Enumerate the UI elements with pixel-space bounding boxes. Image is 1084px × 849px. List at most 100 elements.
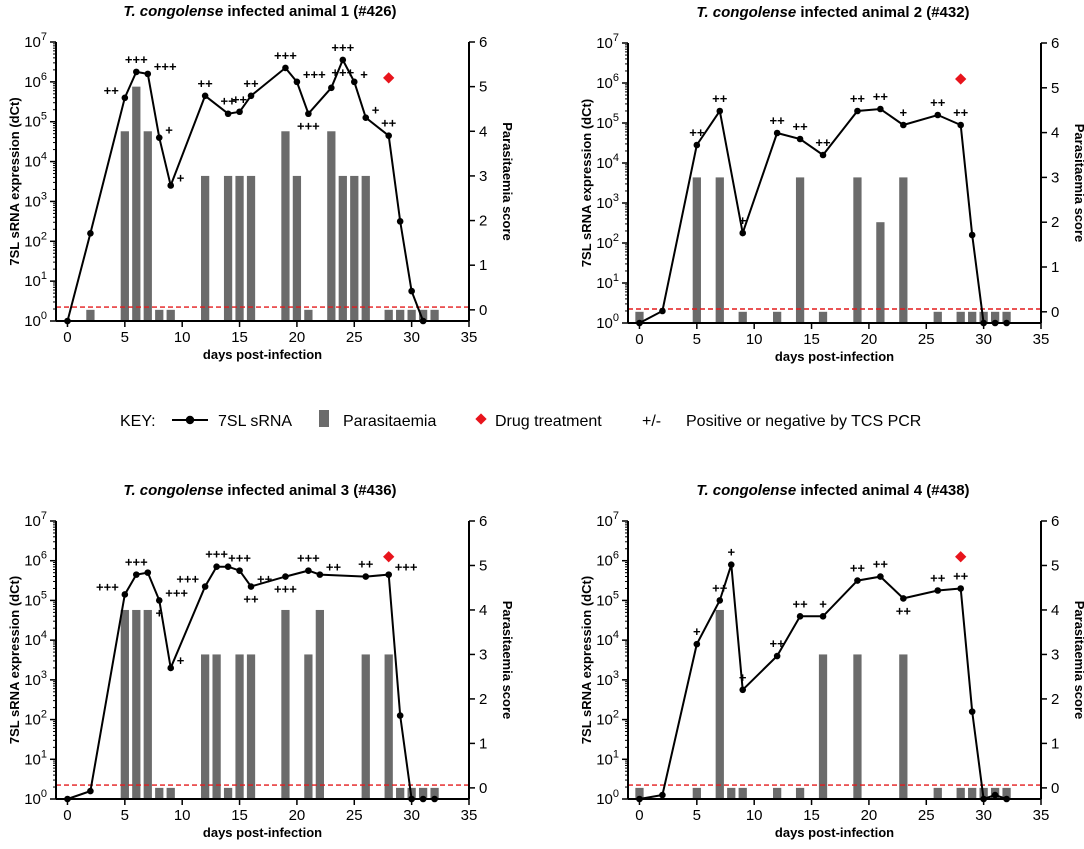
panel-1-xtick-label-30: 30 — [403, 329, 420, 346]
panel-1-point-day-15 — [236, 108, 243, 116]
panel-3-ytick-left-exp-6: 6 — [41, 550, 47, 562]
panel-3-pcr-label-1: +++ — [125, 555, 148, 570]
panel-2-point-day-14 — [796, 135, 804, 143]
panel-2-bar-day-12 — [773, 311, 782, 323]
panel-4-bar-day-9 — [738, 787, 747, 799]
panel-1-ytick-left-exp-7: 7 — [41, 31, 47, 43]
panel-4-ytick-left-exp-3: 3 — [613, 669, 619, 681]
panel-4-point-day-5 — [693, 640, 701, 648]
panel-4-pcr-label-10: ++ — [930, 571, 946, 586]
panel-3-ytick-left-base-6: 10 — [24, 553, 41, 570]
panel-3-ytick-right-label-2: 2 — [479, 691, 487, 708]
panel-2-ytick-left-base-6: 10 — [596, 75, 613, 92]
panel-4-ytick-left-base-4: 10 — [596, 632, 613, 649]
panel-2-bar-day-19 — [853, 177, 862, 323]
panel-1-ytick-left-base-4: 10 — [24, 154, 41, 171]
panel-1-bar-day-25 — [350, 175, 359, 321]
panel-1-pcr-label-8: ++ — [243, 76, 259, 91]
panel-4-ytick-right-label-2: 2 — [1051, 691, 1059, 708]
panel-4-ytick-left-base-2: 10 — [596, 712, 613, 729]
panel-4-xtick-label-0: 0 — [635, 807, 643, 824]
panel-2-point-day-28 — [957, 121, 964, 129]
panel-4-ytick-left-base-6: 10 — [596, 553, 613, 570]
panel-4-xtick-label-5: 5 — [693, 807, 701, 824]
panel-1-pcr-label-4: + — [177, 170, 185, 185]
panel-4-bar-day-26 — [933, 787, 942, 799]
panel-1-ytick-left-base-0: 10 — [24, 313, 41, 330]
panel-3-xtick-label-25: 25 — [346, 807, 363, 824]
panel-2-pcr-label-10: ++ — [953, 105, 969, 120]
panel-3-ytick-left-exp-4: 4 — [41, 629, 47, 641]
panel-3-bar-day-26 — [361, 654, 370, 799]
panel-3-point-day-5 — [121, 591, 129, 598]
panel-2-ytick-left-label-6: 106 — [596, 72, 619, 92]
panel-3-pcr-label-8: ++ — [257, 572, 273, 587]
panel-1-ylabel-right: Parasitaemia score — [500, 122, 515, 241]
panel-3-pcr-label-3: + — [155, 605, 163, 620]
panel-3-point-day-26 — [362, 573, 370, 580]
panel-4-pcr-label-0: + — [693, 624, 701, 639]
panel-2-point-day-9 — [739, 229, 747, 237]
panel-3: T. congolense infected animal 3 (#436)++… — [7, 482, 515, 840]
panel-1-pcr-label-6: ++ — [220, 94, 236, 109]
panel-2-ytick-left-label-7: 107 — [596, 32, 619, 52]
panel-1-point-day-21 — [305, 110, 312, 118]
panel-2-bar-day-21 — [876, 222, 885, 323]
panel-2-bar-day-14 — [795, 177, 805, 323]
panel-4-ytick-left-label-2: 102 — [596, 709, 619, 729]
panel-4-point-day-26 — [934, 587, 942, 594]
panel-1-bar-day-31 — [418, 309, 428, 321]
panel-4-pcr-label-3: + — [739, 670, 747, 685]
panel-4-ytick-right-label-6: 6 — [1051, 513, 1059, 530]
panel-3-ytick-left-base-7: 10 — [24, 513, 41, 530]
panel-3-ytick-left-base-2: 10 — [24, 712, 41, 729]
panel-4-ytick-right-label-0: 0 — [1051, 780, 1059, 797]
legend-key: KEY: 7SL sRNA Parasitaemia Drug treatmen… — [120, 410, 921, 430]
panel-4-ytick-left-exp-7: 7 — [613, 510, 619, 522]
panel-1-bar-day-9 — [166, 309, 175, 321]
panel-4-ytick-left-exp-0: 0 — [613, 788, 619, 800]
panel-4-bar-day-8 — [727, 787, 736, 799]
panel-1-bar-day-15 — [235, 175, 244, 321]
panel-2-xtick-label-0: 0 — [635, 331, 643, 348]
panel-3-title: T. congolense infected animal 3 (#436) — [123, 482, 396, 499]
panel-4-series-line — [639, 564, 1007, 801]
panel-3-ytick-left-label-0: 100 — [24, 788, 47, 808]
panel-1-series-line — [66, 57, 425, 322]
panel-2-bar-day-5 — [692, 177, 701, 323]
panel-2-pcr-label-8: + — [900, 105, 908, 120]
panel-4-point-day-29 — [968, 708, 976, 715]
panel-4-xtick-label-15: 15 — [803, 807, 820, 824]
panel-4-ytick-left-base-1: 10 — [596, 751, 613, 768]
panel-4-bar-day-32 — [1002, 787, 1011, 799]
panel-3-ylabel-left: 7SL sRNA expression (dCt) — [7, 576, 22, 744]
panel-1-ytick-left-label-2: 102 — [24, 230, 47, 250]
panel-1-bar-day-6 — [132, 86, 141, 321]
panel-3-bar-day-6 — [132, 609, 141, 799]
panel-2-xlabel: days post-infection — [775, 349, 894, 364]
panel-2-pcr-label-7: ++ — [873, 89, 889, 104]
panel-1-bar-day-16 — [246, 175, 256, 321]
panel-1-title-rest: infected animal 1 (#426) — [223, 3, 396, 20]
panel-4-ytick-left-exp-6: 6 — [613, 550, 619, 562]
panel-2-xtick-label-30: 30 — [975, 331, 992, 348]
panel-1-title: T. congolense infected animal 1 (#426) — [123, 3, 396, 20]
panel-1-xtick-label-25: 25 — [346, 329, 363, 346]
panel-1-ytick-left-exp-6: 6 — [41, 71, 47, 83]
panel-4-point-day-7 — [716, 597, 724, 604]
panel-2-ytick-left-label-5: 105 — [596, 112, 619, 132]
panel-3-xtick-label-0: 0 — [63, 807, 71, 824]
panel-1-point-day-8 — [155, 134, 163, 141]
panel-1-ytick-right-label-5: 5 — [479, 79, 487, 96]
panel-2-ytick-left-exp-7: 7 — [613, 32, 619, 44]
panel-4-title-italic: T. congolense — [696, 482, 796, 499]
panel-4-point-day-19 — [854, 577, 861, 584]
panel-4-point-day-16 — [819, 613, 827, 620]
panel-3-bar-day-32 — [430, 787, 439, 799]
panel-2-ytick-left-exp-3: 3 — [613, 192, 619, 204]
panel-1-ytick-left-exp-1: 1 — [41, 270, 47, 282]
panel-3-ytick-left-label-5: 105 — [24, 589, 47, 609]
panel-2-ytick-right-label-3: 3 — [1051, 169, 1059, 186]
panel-4-xtick-label-25: 25 — [918, 807, 935, 824]
panel-2-bar-day-0 — [635, 311, 644, 323]
